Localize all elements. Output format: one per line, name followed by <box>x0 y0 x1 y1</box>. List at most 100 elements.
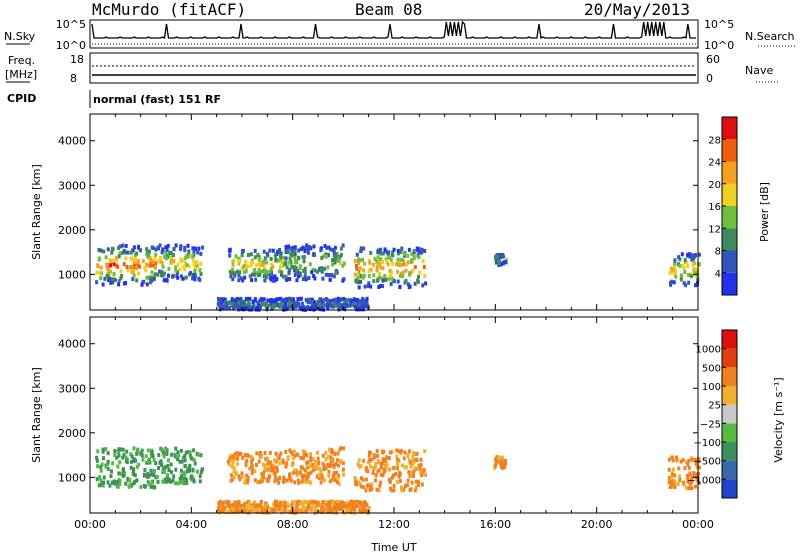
freq-right-tick-top: 60 <box>706 53 720 66</box>
heatmap-cell <box>317 302 321 307</box>
heatmap-cell <box>189 475 193 480</box>
heatmap-cell <box>303 500 307 504</box>
heatmap-cell <box>191 254 195 259</box>
heatmap-cell <box>182 476 186 481</box>
heatmap-cell <box>297 274 301 279</box>
heatmap-cell <box>265 260 269 265</box>
heatmap-cell <box>347 507 351 512</box>
heatmap-cell <box>146 254 150 259</box>
heatmap-cell <box>676 481 680 486</box>
heatmap-cell <box>227 510 231 514</box>
heatmap-cell <box>316 465 319 470</box>
heatmap-cell <box>266 304 270 308</box>
heatmap-cell <box>417 255 421 260</box>
heatmap-cell <box>694 484 697 489</box>
heatmap-cell <box>249 260 253 265</box>
heatmap-cell <box>685 460 688 464</box>
heatmap-cell <box>305 470 309 475</box>
heatmap-cell <box>388 467 392 472</box>
heatmap-cell <box>288 301 292 306</box>
heatmap-cell <box>135 464 139 469</box>
velocity-colorbar-tick-label: 500 <box>702 363 721 374</box>
heatmap-cell <box>277 456 281 461</box>
heatmap-cell <box>323 244 327 248</box>
heatmap-cell <box>120 251 124 255</box>
heatmap-cell <box>267 475 271 480</box>
heatmap-cell <box>159 462 163 467</box>
heatmap-cell <box>104 255 108 260</box>
heatmap-cell <box>144 268 148 273</box>
heatmap-cell <box>228 306 232 310</box>
heatmap-cell <box>99 276 103 281</box>
heatmap-cell <box>263 256 267 261</box>
heatmap-cell <box>118 460 122 465</box>
heatmap-cell <box>328 479 332 484</box>
heatmap-cell <box>493 255 497 260</box>
heatmap-cell <box>116 464 120 469</box>
heatmap-cell <box>264 501 268 506</box>
heatmap-cell <box>675 455 678 460</box>
heatmap-cell <box>395 454 399 459</box>
heatmap-cell <box>359 246 363 251</box>
heatmap-cell <box>324 457 328 462</box>
heatmap-cell <box>326 301 330 306</box>
heatmap-cell <box>227 462 231 467</box>
heatmap-cell <box>341 461 345 466</box>
heatmap-cell <box>420 250 424 255</box>
heatmap-cell <box>681 458 685 463</box>
heatmap-cell <box>278 302 282 307</box>
heatmap-cell <box>159 459 163 464</box>
heatmap-cell <box>680 252 684 257</box>
heatmap-cell <box>332 471 336 475</box>
heatmap-cell <box>339 458 343 463</box>
heatmap-cell <box>132 269 136 274</box>
heatmap-cell <box>237 501 241 506</box>
heatmap-cell <box>408 473 412 478</box>
heatmap-cell <box>288 475 292 480</box>
heatmap-cell <box>236 304 240 309</box>
xtick-label: 08:00 <box>277 518 309 531</box>
heatmap-cell <box>304 509 308 514</box>
heatmap-cell <box>417 481 421 486</box>
heatmap-cell <box>385 259 389 264</box>
heatmap-cell <box>271 305 275 310</box>
heatmap-cell <box>311 500 314 505</box>
heatmap-cell <box>288 256 292 261</box>
heatmap-cell <box>348 303 352 308</box>
heatmap-cell <box>289 260 293 264</box>
heatmap-cell <box>369 267 373 272</box>
heatmap-cell <box>132 245 136 250</box>
heatmap-cell <box>160 250 164 255</box>
heatmap-cell <box>170 452 174 457</box>
heatmap-cell <box>279 500 283 505</box>
heatmap-cell <box>392 488 396 493</box>
heatmap-cell <box>106 459 110 464</box>
power-colorbar-swatch <box>722 228 737 251</box>
heatmap-cell <box>289 252 293 257</box>
heatmap-cell <box>143 265 147 270</box>
heatmap-cell <box>231 503 235 507</box>
heatmap-cell <box>313 503 317 508</box>
heatmap-cell <box>114 258 118 262</box>
heatmap-cell <box>242 509 246 514</box>
heatmap-cell <box>309 470 313 475</box>
heatmap-cell <box>145 251 149 256</box>
heatmap-cell <box>103 276 107 281</box>
heatmap-cell <box>695 477 699 482</box>
heatmap-cell <box>269 266 273 271</box>
heatmap-cell <box>283 508 287 513</box>
heatmap-cell <box>670 279 674 284</box>
heatmap-cell <box>333 505 337 510</box>
heatmap-cell <box>239 452 243 456</box>
heatmap-cell <box>333 478 337 482</box>
heatmap-cell <box>235 451 239 456</box>
heatmap-cell <box>353 272 357 277</box>
heatmap-cell <box>316 300 320 305</box>
heatmap-cell <box>303 275 307 280</box>
heatmap-cell <box>123 471 127 476</box>
heatmap-cell <box>150 278 154 283</box>
heatmap-cell <box>330 304 334 309</box>
heatmap-cell <box>503 461 507 466</box>
heatmap-cell <box>188 454 192 458</box>
power-y-ticks: 1000 2000 3000 4000 <box>58 135 698 281</box>
